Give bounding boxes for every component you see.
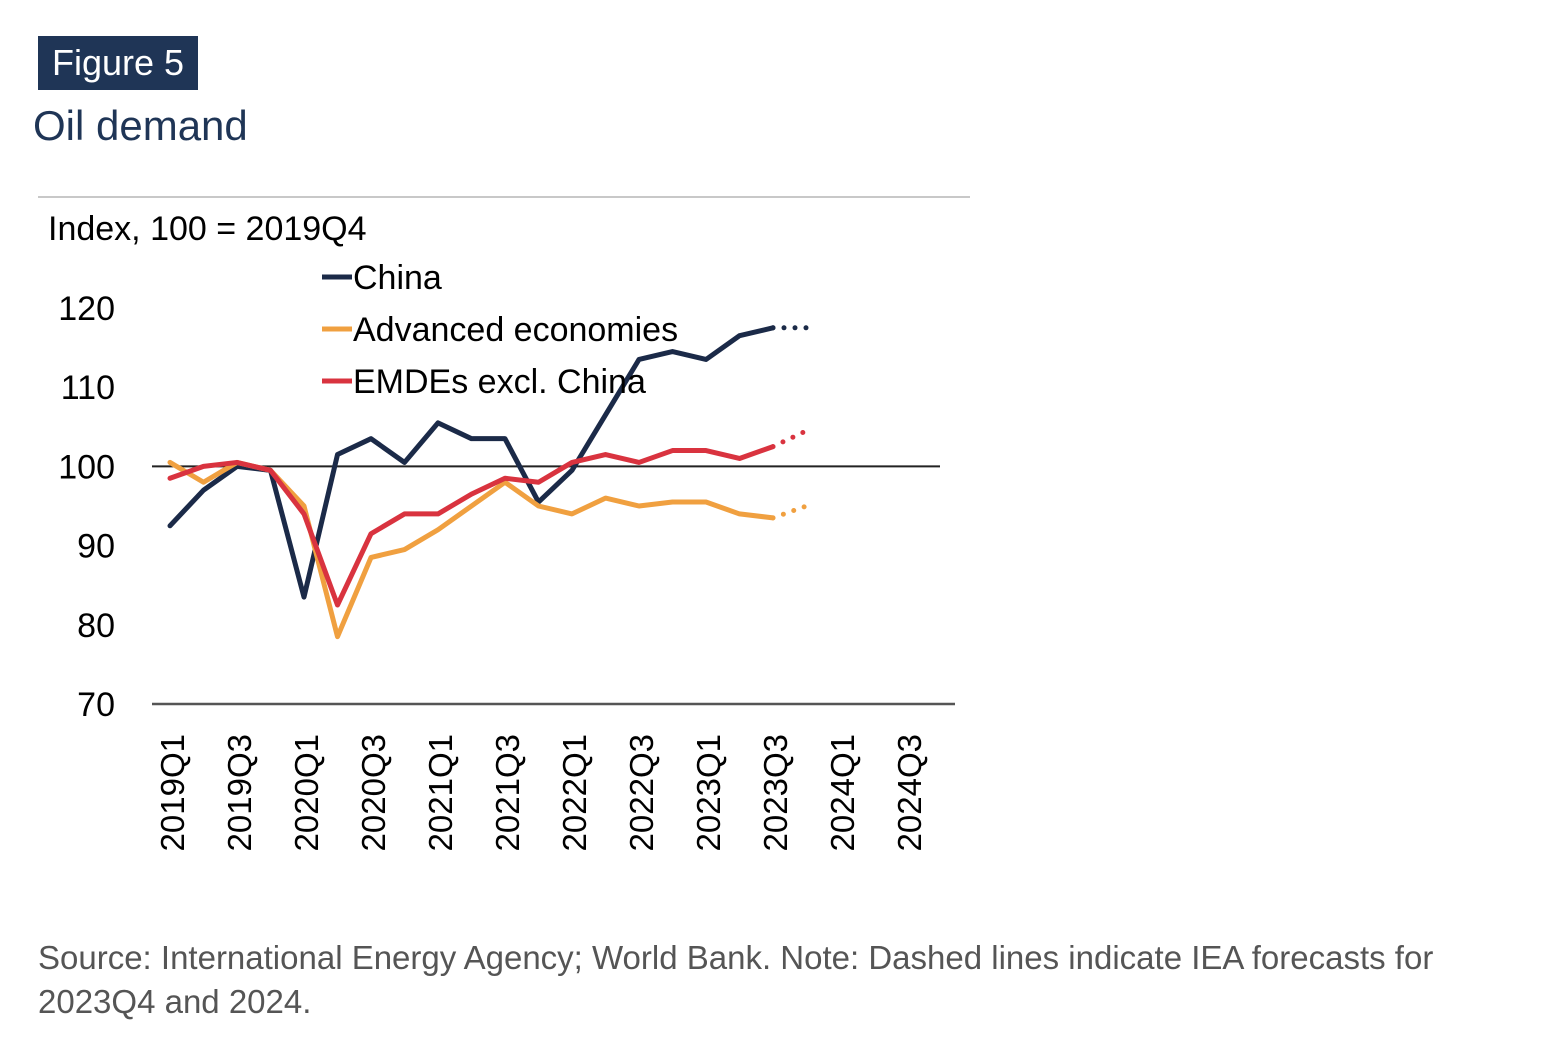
x-tick-label: 2021Q1 <box>422 734 459 851</box>
source-note: Source: International Energy Agency; Wor… <box>38 939 1434 1020</box>
y-tick-label: 90 <box>77 528 115 566</box>
y-axis-unit-label: Index, 100 = 2019Q4 <box>48 210 367 248</box>
x-axis-ticks: 2019Q1 2019Q3 2020Q1 2020Q3 2021Q1 2021Q3 2022… <box>154 734 928 851</box>
x-tick-label: 2019Q1 <box>154 734 191 851</box>
series-forecast-emdes-excl-china <box>770 428 809 450</box>
y-tick-label: 70 <box>77 686 115 724</box>
series-lines <box>167 325 809 640</box>
y-tick-label: 120 <box>58 290 115 328</box>
series-line-advanced-economies <box>167 459 776 640</box>
y-tick-label: 80 <box>77 607 115 645</box>
y-tick-label: 100 <box>58 448 115 486</box>
y-tick-label: 110 <box>61 369 115 407</box>
x-tick-label: 2022Q3 <box>623 734 660 851</box>
reference-lines <box>152 465 955 706</box>
y-axis-ticks: 70 80 90 100 110 120 <box>58 290 115 724</box>
x-tick-label: 2020Q3 <box>355 734 392 851</box>
x-tick-label: 2024Q3 <box>891 734 928 851</box>
x-tick-label: 2023Q3 <box>757 734 794 851</box>
oil-demand-chart: Index, 100 = 2019Q4 70 80 90 100 110 120 2019… <box>48 210 955 851</box>
x-tick-label: 2022Q1 <box>556 734 593 851</box>
legend-label: China <box>353 259 442 297</box>
series-line-emdes-excl-china <box>167 444 776 608</box>
x-tick-label: 2019Q3 <box>221 734 258 851</box>
x-tick-label: 2023Q1 <box>690 734 727 851</box>
series-forecast-advanced-economies <box>770 503 809 521</box>
legend-label: Advanced economies <box>353 311 678 349</box>
x-tick-label: 2020Q1 <box>288 734 325 851</box>
legend-label: EMDEs excl. China <box>353 363 646 401</box>
x-tick-label: 2024Q1 <box>824 734 861 851</box>
figure-title: Oil demand <box>33 102 248 149</box>
chart-top-rule <box>38 196 970 198</box>
x-tick-label: 2021Q3 <box>489 734 526 851</box>
legend: China Advanced economies EMDEs excl. China <box>322 259 678 401</box>
figure-label: Figure 5 <box>38 36 198 90</box>
